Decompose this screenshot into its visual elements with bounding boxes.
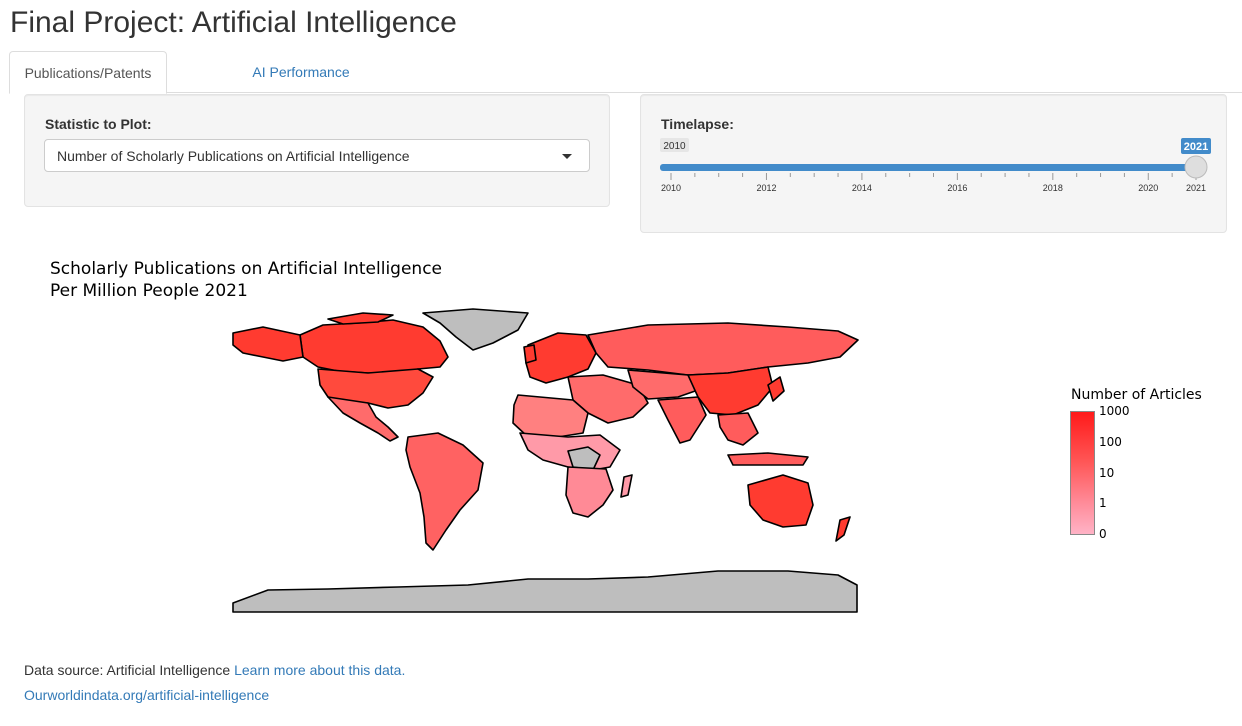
map-region-europe[interactable] — [525, 332, 597, 384]
map-region-southern-africa[interactable] — [565, 466, 614, 518]
slider-ticks: 2010 2012 2014 2016 2018 2020 2021 — [661, 173, 1206, 193]
map-region-antarctica[interactable] — [232, 570, 858, 613]
slider-tick-label: 2014 — [852, 183, 872, 193]
ourworldindata-link[interactable]: Ourworldindata.org/artificial-intelligen… — [24, 687, 270, 703]
map-region-new-zealand[interactable] — [835, 516, 851, 542]
slider-min-value: 2010 — [663, 141, 686, 152]
slider-tick-label: 2020 — [1138, 183, 1158, 193]
map-region-canada[interactable] — [299, 319, 449, 374]
slider-tick-label: 2021 — [1186, 183, 1206, 193]
tab-ai-performance[interactable]: AI Performance — [252, 64, 350, 80]
learn-more-link[interactable]: Learn more about this data. — [234, 662, 406, 678]
map-region-alaska[interactable] — [232, 326, 304, 362]
map-region-southeast-asia[interactable] — [717, 412, 759, 446]
slider-tick-label: 2012 — [756, 183, 776, 193]
map-title: Scholarly Publications on Artificial Int… — [50, 258, 442, 302]
slider-tick-label: 2018 — [1043, 183, 1063, 193]
data-source-line: Data source: Artificial Intelligence Lea… — [24, 662, 405, 678]
legend-colorbar — [1070, 411, 1095, 535]
map-region-china[interactable] — [687, 366, 774, 416]
slider-handle[interactable] — [1184, 155, 1208, 179]
statistic-label: Statistic to Plot: — [45, 116, 152, 132]
map-region-russia[interactable] — [587, 322, 859, 376]
map-title-line1: Scholarly Publications on Artificial Int… — [50, 259, 443, 279]
slider-value: 2021 — [1184, 141, 1208, 153]
map-region-uk[interactable] — [523, 344, 537, 364]
map-region-usa[interactable] — [317, 368, 434, 409]
legend-title: Number of Articles — [1071, 387, 1202, 403]
chevron-down-icon — [562, 154, 572, 159]
slider-tick-label: 2016 — [947, 183, 967, 193]
legend-tick: 10 — [1099, 466, 1115, 480]
map-region-india[interactable] — [657, 396, 707, 444]
tab-bar: Publications/Patents AI Performance — [9, 51, 1242, 94]
timelapse-panel: Timelapse: 2010 2012 2014 2016 2018 2020 2021 … — [640, 94, 1227, 233]
world-choropleth-map[interactable] — [228, 305, 862, 617]
source-url-line: Ourworldindata.org/artificial-intelligen… — [24, 687, 269, 703]
map-region-australia[interactable] — [747, 474, 814, 528]
slider-tick-label: 2010 — [661, 183, 681, 193]
legend-tick: 100 — [1099, 435, 1122, 449]
map-region-japan[interactable] — [767, 376, 785, 402]
slider-fill — [660, 164, 1196, 171]
map-region-indonesia[interactable] — [727, 452, 809, 466]
legend-tick: 1 — [1099, 496, 1107, 510]
page-title: Final Project: Artificial Intelligence — [10, 6, 457, 39]
timelapse-label: Timelapse: — [661, 116, 734, 132]
map-region-greenland[interactable] — [422, 308, 529, 351]
data-source-text: Data source: Artificial Intelligence — [24, 662, 231, 678]
map-region-madagascar[interactable] — [620, 474, 633, 498]
statistic-select-value: Number of Scholarly Publications on Arti… — [57, 148, 410, 164]
map-title-line2: Per Million People 2021 — [50, 281, 248, 301]
legend-tick: 1000 — [1099, 404, 1130, 418]
tab-publications-patents[interactable]: Publications/Patents — [9, 51, 167, 94]
map-region-arctic-islands[interactable] — [327, 312, 394, 325]
map-region-mexico[interactable] — [327, 396, 399, 442]
legend-tick: 0 — [1099, 527, 1107, 541]
statistic-select[interactable]: Number of Scholarly Publications on Arti… — [44, 139, 590, 172]
slider-min-badge — [660, 138, 689, 152]
map-region-south-america[interactable] — [405, 432, 484, 551]
map-region-drc[interactable] — [567, 446, 601, 471]
statistic-panel: Statistic to Plot: Number of Scholarly P… — [24, 94, 610, 207]
timelapse-slider[interactable]: 2010 2012 2014 2016 2018 2020 2021 2010 2021 — [641, 95, 1226, 232]
slider-value-badge — [1181, 138, 1211, 154]
